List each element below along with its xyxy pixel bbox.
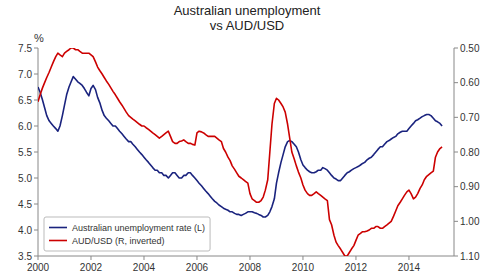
x-tick-label: 2008 <box>239 262 262 273</box>
y2-tick-label: 0.50 <box>460 43 480 54</box>
y-tick <box>34 256 38 257</box>
y-tick-label: 4.0 <box>18 225 32 236</box>
y-tick-label: 3.5 <box>18 251 32 262</box>
y2-tick-label: 1.10 <box>460 251 480 262</box>
y-tick <box>34 178 38 179</box>
legend-swatch <box>49 240 67 242</box>
series-line <box>38 77 442 217</box>
legend: Australian unemployment rate (L) AUD/USD … <box>44 217 210 251</box>
x-tick-label: 2006 <box>186 262 209 273</box>
y2-tick <box>454 48 458 49</box>
y-tick-label: 6.0 <box>18 121 32 132</box>
y2-tick <box>454 82 458 83</box>
legend-box <box>44 217 210 251</box>
x-tick <box>355 256 356 260</box>
x-axis-line <box>38 256 454 257</box>
y2-tick-label: 0.60 <box>460 77 480 88</box>
x-tick-label: 2002 <box>80 262 103 273</box>
y-tick-label: 4.5 <box>18 199 32 210</box>
y-tick <box>34 204 38 205</box>
series-line <box>38 48 442 256</box>
chart: Australian unemploymentvs AUD/USD%200020… <box>0 0 494 280</box>
title-line: Australian unemployment <box>174 3 321 18</box>
x-tick <box>38 256 39 260</box>
x-tick <box>90 256 91 260</box>
plot-area <box>38 48 442 256</box>
x-tick-label: 2010 <box>292 262 315 273</box>
y-axis-label: % <box>34 32 44 44</box>
y2-tick-label: 0.80 <box>460 147 480 158</box>
legend-swatch <box>49 227 67 229</box>
y-tick-label: 7.0 <box>18 69 32 80</box>
y-tick-label: 5.0 <box>18 173 32 184</box>
y2-tick-label: 0.70 <box>460 112 480 123</box>
legend-label: AUD/USD (R, inverted) <box>72 236 165 246</box>
y-tick <box>34 230 38 231</box>
x-tick <box>196 256 197 260</box>
y2-tick <box>454 117 458 118</box>
y2-tick-label: 1.00 <box>460 216 480 227</box>
x-tick <box>408 256 409 260</box>
y-tick-label: 7.5 <box>18 43 32 54</box>
y2-tick <box>454 256 458 257</box>
x-tick-label: 2012 <box>345 262 368 273</box>
y-tick <box>34 74 38 75</box>
y-tick <box>34 48 38 49</box>
x-tick <box>302 256 303 260</box>
x-tick-label: 2004 <box>133 262 156 273</box>
x-tick <box>143 256 144 260</box>
title: Australian unemploymentvs AUD/USD <box>174 3 321 33</box>
axes: 2000 2002 2004 2006 2008 2010 2012 2014 3.5 4.0 4.… <box>18 43 480 274</box>
y-tick-label: 5.5 <box>18 147 32 158</box>
x-tick-label: 2000 <box>27 262 50 273</box>
x-tick <box>249 256 250 260</box>
title-line: vs AUD/USD <box>210 18 284 33</box>
x-tick-label: 2014 <box>398 262 421 273</box>
y2-tick <box>454 221 458 222</box>
y2-tick <box>454 186 458 187</box>
y-tick-label: 6.5 <box>18 95 32 106</box>
y-tick <box>34 152 38 153</box>
y-tick <box>34 100 38 101</box>
y2-tick-label: 0.90 <box>460 181 480 192</box>
legend-label: Australian unemployment rate (L) <box>72 223 205 233</box>
y-tick <box>34 126 38 127</box>
y2-tick <box>454 152 458 153</box>
